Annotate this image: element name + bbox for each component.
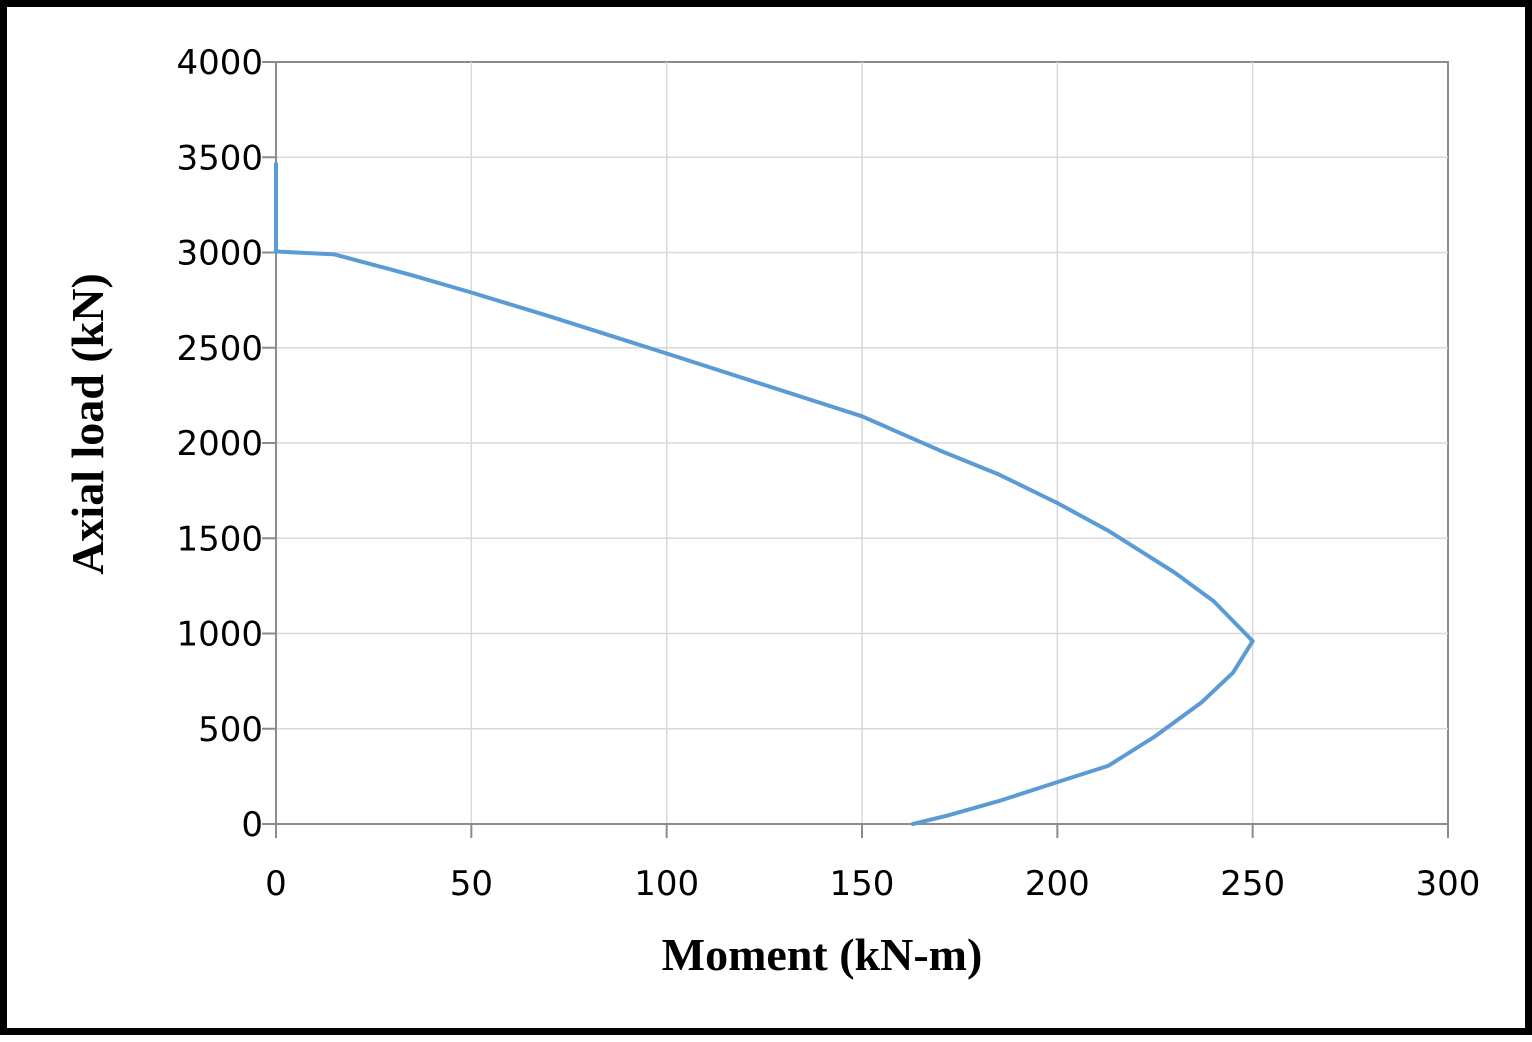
x-tick-label: 250 [1220, 864, 1285, 904]
y-tick-label: 2000 [176, 424, 263, 464]
y-tick-label: 1000 [176, 615, 263, 655]
x-tick-label: 50 [450, 864, 493, 904]
line-chart: 0 500 1000 1500 2000 2500 3000 3500 4000 0 50 100 15… [62, 43, 1480, 980]
x-tick-label: 300 [1416, 864, 1481, 904]
x-tick-label: 200 [1025, 864, 1090, 904]
series-line [274, 161, 1255, 826]
x-tick-label: 0 [265, 864, 287, 904]
series-layer [274, 161, 1255, 826]
y-tick-label: 3500 [176, 138, 263, 178]
y-tick-label: 1500 [176, 519, 263, 559]
x-axis-label: Moment (kN-m) [662, 929, 983, 980]
x-tick-label: 100 [634, 864, 699, 904]
tick-labels: 0 500 1000 1500 2000 2500 3000 3500 4000 0 50 100 15… [176, 43, 1480, 904]
y-tick-label: 2500 [176, 329, 263, 369]
y-tick-label: 0 [241, 805, 263, 845]
y-tick-label: 500 [198, 710, 263, 750]
gridlines [276, 62, 1448, 824]
y-tick-label: 4000 [176, 43, 263, 83]
y-axis-label: Axial load (kN) [62, 273, 113, 575]
y-tick-label: 3000 [176, 234, 263, 274]
x-tick-label: 150 [830, 864, 895, 904]
